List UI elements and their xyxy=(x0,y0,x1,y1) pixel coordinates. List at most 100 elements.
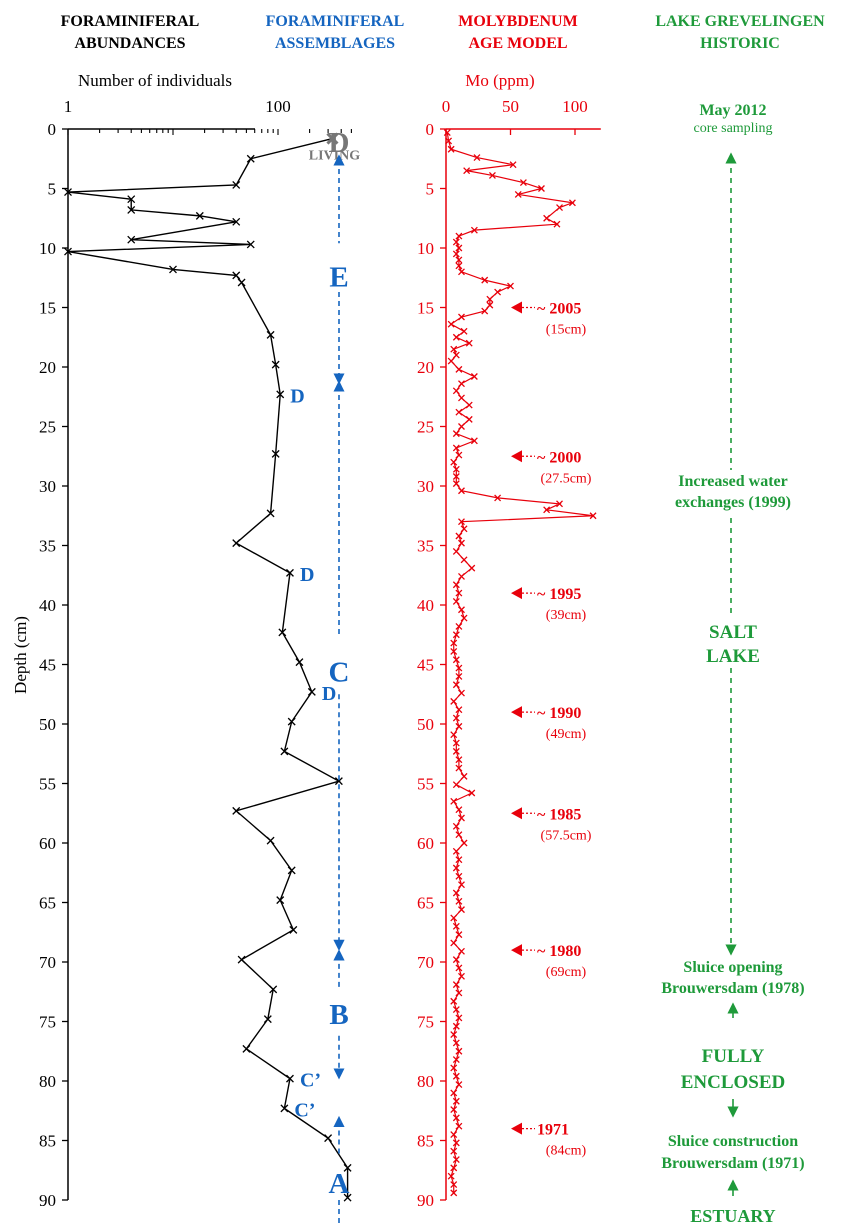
header-molybdenum-line1: MOLYBDENUM xyxy=(458,13,577,30)
mo-point xyxy=(458,380,465,388)
assemblage-label: D xyxy=(329,127,350,159)
mo-point xyxy=(455,1014,463,1022)
abundance-point xyxy=(232,271,241,280)
abundance-point xyxy=(307,687,316,696)
abundance-point xyxy=(271,360,280,369)
mo-point xyxy=(470,373,478,380)
mo-point xyxy=(455,256,463,264)
mo-point xyxy=(458,313,465,321)
header-assemblages-line1: FORAMINIFERAL xyxy=(266,13,405,30)
living-point xyxy=(326,132,339,145)
mo-point xyxy=(455,722,463,730)
abundance-point xyxy=(334,777,343,786)
label-bg xyxy=(682,617,782,667)
header-assemblages: FORAMINIFERAL ASSEMBLAGES xyxy=(266,13,405,52)
mo-point xyxy=(445,137,453,145)
abundance-point xyxy=(276,390,285,399)
mo-point xyxy=(458,947,465,955)
mo-axes: 0 5 10 15 20 25 30 35 40 45 50 55 60 65 70 75 80 85 90 0 50 1… xyxy=(417,97,601,1210)
mo-point xyxy=(452,631,460,639)
abundance-point xyxy=(237,278,246,287)
mo-y-tick-label: 85 xyxy=(417,1132,434,1151)
mo-line xyxy=(446,132,594,1193)
abundance-y-tick-label: 10 xyxy=(39,239,56,258)
mo-point xyxy=(455,622,463,630)
abundance-point xyxy=(343,1193,352,1202)
mo-point xyxy=(452,781,460,789)
abundance-y-tick-label: 55 xyxy=(39,775,56,794)
abundance-point xyxy=(246,240,255,249)
mo-point xyxy=(450,914,458,922)
abundance-y-tick-label: 40 xyxy=(39,596,56,615)
mo-x-label: Mo (ppm) xyxy=(465,71,534,90)
age-marker-arrow xyxy=(511,944,522,957)
mo-point xyxy=(470,226,478,234)
mo-point xyxy=(450,939,458,947)
mo-point xyxy=(450,1147,458,1155)
mo-point xyxy=(458,487,465,495)
mo-point xyxy=(455,408,463,416)
mo-point xyxy=(452,864,460,872)
mo-x-tick-label: 100 xyxy=(562,97,588,116)
mo-point xyxy=(452,1022,460,1030)
mo-point xyxy=(470,437,478,445)
mo-point xyxy=(458,814,465,822)
age-marker-depth: (57.5cm) xyxy=(541,828,592,843)
mo-point xyxy=(452,1139,460,1147)
abundance-panel: Number of individuals Depth (cm) 0 5 10 15 2… xyxy=(11,71,360,1210)
mo-point xyxy=(458,906,465,914)
mo-point xyxy=(450,731,458,739)
abundance-point xyxy=(286,1074,294,1083)
mo-point xyxy=(452,465,460,473)
header-abundances: FORAMINIFERAL ABUNDANCES xyxy=(61,13,200,52)
mo-point xyxy=(450,1064,458,1072)
assemblage-panel: D E C B A xyxy=(329,127,350,1224)
mo-point xyxy=(450,1181,458,1188)
mo-point xyxy=(460,525,468,533)
mo-point xyxy=(507,282,514,290)
mo-point xyxy=(452,847,460,855)
mo-point xyxy=(450,458,458,466)
mo-point xyxy=(455,365,463,373)
abundance-point xyxy=(195,211,204,220)
mo-point xyxy=(465,339,473,347)
historic-increased-1: Increased water xyxy=(678,473,787,490)
mo-y-tick-label: 40 xyxy=(417,596,434,615)
mo-point xyxy=(460,327,468,335)
age-marker-arrow xyxy=(511,587,522,600)
mo-point xyxy=(455,664,463,672)
mo-point xyxy=(450,639,458,647)
mo-point xyxy=(452,1156,460,1163)
mo-point xyxy=(509,161,517,169)
abundance-y-tick-label: 25 xyxy=(39,418,56,437)
abundance-y-tick-label: 75 xyxy=(39,1013,56,1032)
mo-point xyxy=(452,480,460,488)
mo-point xyxy=(455,872,463,880)
mo-point xyxy=(450,1189,458,1197)
mo-point xyxy=(443,129,451,137)
abundance-point xyxy=(246,154,255,163)
abundance-point xyxy=(276,896,285,905)
label-bg xyxy=(650,470,815,516)
abundance-point xyxy=(232,539,241,548)
historic-lake: LAKE xyxy=(706,646,760,667)
mo-point xyxy=(452,430,460,438)
mo-point xyxy=(556,500,563,508)
mo-point xyxy=(452,956,460,964)
historic-sluice-opening-2: Brouwersdam (1978) xyxy=(661,980,804,997)
abundance-y-tick-label: 90 xyxy=(39,1191,56,1210)
mo-point xyxy=(450,345,458,353)
abundance-y-tick-label: 45 xyxy=(39,656,56,675)
abundance-point xyxy=(295,658,304,667)
age-marker-arrow xyxy=(511,1122,522,1135)
mo-point xyxy=(450,997,458,1005)
abundance-y-tick-label: 80 xyxy=(39,1072,56,1091)
mo-point xyxy=(543,506,551,514)
abundance-y-tick-label: 35 xyxy=(39,537,56,556)
mo-point xyxy=(452,681,460,689)
mo-point xyxy=(455,232,463,240)
mo-point xyxy=(452,1056,460,1064)
mo-point xyxy=(452,656,460,664)
mo-point xyxy=(450,1106,458,1114)
mo-point xyxy=(455,897,463,905)
